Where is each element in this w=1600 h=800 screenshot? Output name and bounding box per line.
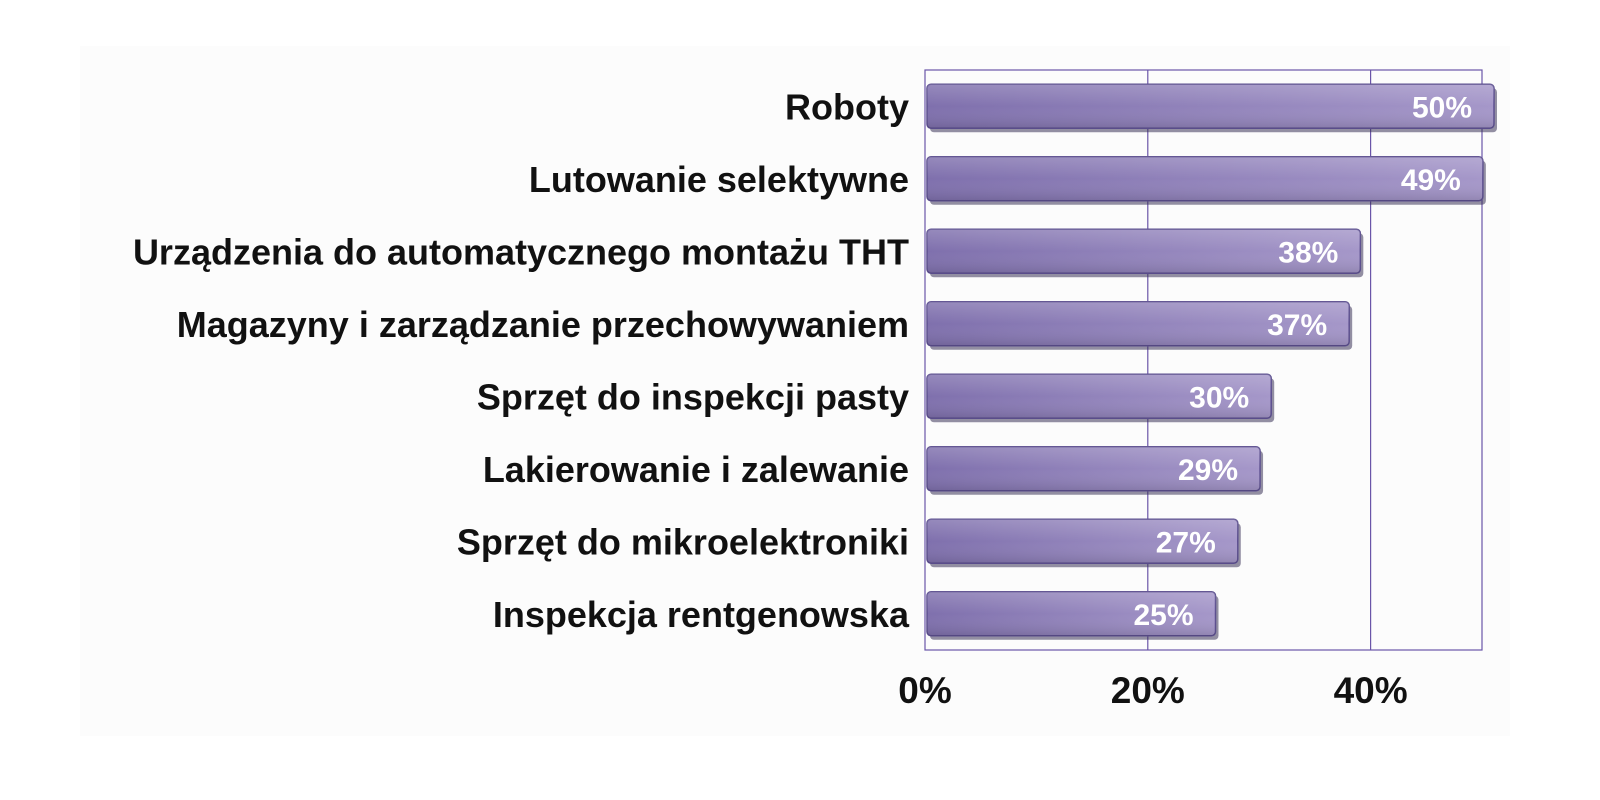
category-label: Lakierowanie i zalewanie bbox=[483, 449, 909, 490]
bar-shading bbox=[927, 84, 1494, 129]
category-label: Roboty bbox=[785, 86, 909, 127]
value-label: 49% bbox=[1401, 164, 1461, 197]
bar-shading bbox=[927, 229, 1361, 274]
bar-shading bbox=[927, 374, 1272, 419]
value-label: 37% bbox=[1267, 309, 1327, 342]
category-label: Magazyny i zarządzanie przechowywaniem bbox=[177, 304, 909, 345]
bar-shading bbox=[927, 156, 1483, 201]
chart-panel: 50% 49% 38% 37% 30% 29% 27% 25% Roboty Lutowanie… bbox=[80, 46, 1510, 736]
value-label: 29% bbox=[1178, 454, 1238, 487]
x-axis-ticks: 0% 20% 40% bbox=[898, 670, 1407, 711]
category-label: Sprzęt do mikroelektroniki bbox=[457, 521, 909, 562]
bar-shading bbox=[927, 519, 1238, 564]
value-label: 25% bbox=[1133, 599, 1193, 632]
bar-shading bbox=[927, 591, 1216, 636]
category-labels: Roboty Lutowanie selektywne Urządzenia do … bbox=[133, 86, 910, 635]
plot-area-frame bbox=[924, 69, 1483, 651]
bar-chart: 50% 49% 38% 37% 30% 29% 27% 25% Roboty Lutowanie… bbox=[133, 69, 1497, 711]
x-tick-label: 20% bbox=[1111, 670, 1185, 711]
value-label: 30% bbox=[1189, 381, 1249, 414]
x-tick-label: 40% bbox=[1334, 670, 1408, 711]
bars: 50% 49% 38% 37% 30% 29% 27% 25% bbox=[926, 83, 1497, 640]
value-label: 50% bbox=[1412, 91, 1472, 124]
category-label: Urządzenia do automatycznego montażu THT bbox=[133, 231, 909, 272]
bar-shading bbox=[927, 446, 1261, 491]
category-label: Sprzęt do inspekcji pasty bbox=[477, 376, 909, 417]
value-label: 38% bbox=[1278, 236, 1338, 269]
category-label: Lutowanie selektywne bbox=[529, 159, 909, 200]
value-label: 27% bbox=[1156, 526, 1216, 559]
x-tick-label: 0% bbox=[898, 670, 951, 711]
bar-shading bbox=[927, 301, 1350, 346]
category-label: Inspekcja rentgenowska bbox=[493, 594, 910, 635]
